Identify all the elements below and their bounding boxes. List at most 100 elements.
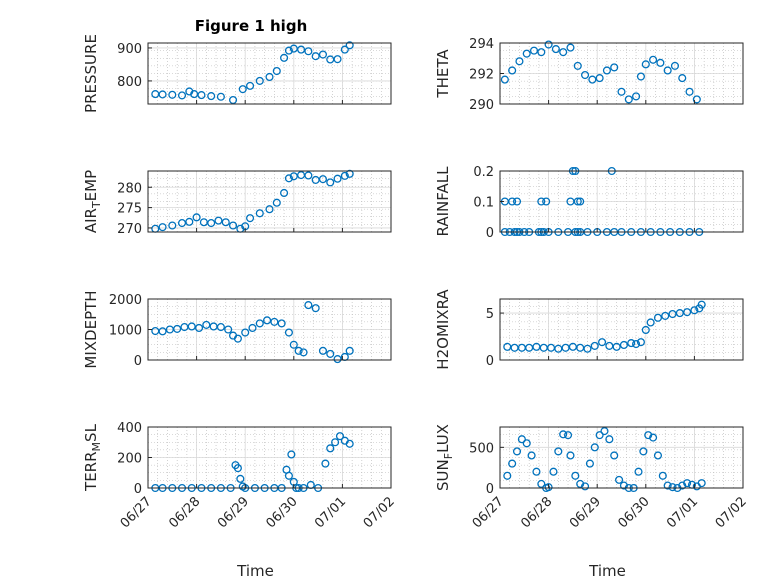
data-point	[255, 209, 264, 218]
y-tick-label: 800	[117, 75, 142, 90]
data-point	[527, 451, 536, 460]
y-tick-label: 5	[486, 307, 494, 322]
data-point	[233, 464, 242, 473]
data-point	[551, 45, 560, 54]
data-point	[653, 313, 662, 322]
data-point	[595, 431, 604, 440]
data-point	[246, 81, 255, 90]
data-point	[537, 48, 546, 57]
data-point	[318, 50, 328, 59]
data-point	[333, 355, 342, 364]
data-point	[185, 217, 194, 226]
data-point	[588, 75, 597, 84]
data-point	[690, 306, 699, 315]
y-axis-label: SUNFLUX	[434, 424, 455, 491]
data-point	[605, 435, 614, 444]
y-tick-label: 0	[486, 354, 494, 369]
subplot-h2omixra: 0 5 H2OMIXRA	[434, 289, 744, 370]
y-tick-label: 1000	[109, 324, 142, 339]
data-point	[345, 169, 354, 178]
data-point	[255, 76, 264, 85]
data-point	[304, 47, 313, 56]
data-point	[326, 349, 335, 358]
data-point	[224, 325, 233, 334]
data-point	[168, 90, 177, 99]
data-point	[304, 171, 313, 180]
data-point	[646, 318, 655, 327]
axes-layer: 800 900 PRESSURE 290 292 294 THETA 270 275 280 AIR…	[82, 34, 750, 580]
data-point	[287, 450, 296, 459]
data-point	[326, 178, 335, 187]
data-point	[632, 339, 641, 349]
data-point	[236, 474, 245, 483]
data-point	[318, 175, 328, 184]
data-point	[580, 70, 590, 80]
data-point	[644, 431, 653, 440]
subplot-rainfall: 0 0.1 0.2 RAINFALL	[434, 165, 744, 241]
data-point	[233, 334, 242, 343]
data-point	[214, 216, 223, 225]
subplot-mixdepth: 0 1000 2000 MIXDEPTH	[82, 290, 392, 369]
data-point	[663, 66, 672, 75]
axes-box	[499, 426, 744, 489]
y-tick-label: 290	[469, 98, 494, 113]
axes-box	[147, 42, 392, 105]
data-point	[678, 481, 687, 490]
y-tick-label: 0.1	[473, 196, 494, 211]
axes-box	[147, 170, 392, 233]
data-point	[508, 197, 517, 206]
data-point	[512, 447, 522, 456]
data-point	[229, 221, 238, 230]
data-point	[517, 435, 526, 444]
data-point	[576, 479, 585, 488]
y-tick-label: 500	[469, 441, 494, 456]
y-axis-label: TERRMSL	[82, 423, 103, 492]
data-point	[311, 52, 320, 61]
data-point	[299, 348, 308, 357]
y-tick-label: 200	[117, 452, 142, 467]
data-point	[668, 483, 677, 492]
data-point	[661, 311, 670, 320]
subplot-air_temp: 270 275 280 AIRTEMP	[82, 169, 392, 237]
data-point	[158, 327, 167, 336]
subplot-pressure: 800 900 PRESSURE	[82, 34, 392, 113]
data-point	[263, 316, 272, 325]
data-point	[272, 66, 281, 76]
data-point	[649, 55, 658, 64]
y-axis-label: RAINFALL	[434, 166, 452, 237]
data-point	[537, 197, 546, 206]
data-point	[522, 49, 531, 58]
subplot-theta: 290 292 294 THETA	[434, 37, 744, 113]
data-point	[670, 61, 680, 70]
data-point	[663, 481, 672, 490]
data-point	[683, 308, 692, 317]
data-point	[639, 447, 648, 456]
data-point	[202, 320, 211, 329]
data-point	[294, 346, 303, 355]
data-point	[585, 459, 594, 468]
data-point	[340, 171, 349, 180]
data-point	[542, 197, 551, 206]
data-point	[246, 214, 255, 223]
data-point	[168, 221, 177, 230]
data-point	[216, 92, 225, 101]
axes-box	[499, 298, 744, 361]
axes-background	[148, 171, 391, 232]
data-point	[345, 346, 354, 355]
y-tick-label: 900	[117, 42, 142, 57]
data-point	[173, 324, 182, 333]
data-point	[573, 197, 582, 206]
data-point	[345, 41, 354, 50]
data-point	[272, 198, 281, 207]
data-point	[529, 46, 539, 55]
y-tick-label: 0	[134, 482, 142, 497]
data-point	[697, 300, 706, 309]
y-tick-label: 275	[117, 202, 142, 217]
data-point	[284, 46, 293, 55]
data-point	[265, 72, 274, 82]
data-point	[512, 197, 522, 206]
y-axis-label: PRESSURE	[82, 34, 100, 113]
data-point	[532, 467, 541, 476]
data-point	[280, 188, 289, 198]
data-point	[207, 92, 216, 101]
